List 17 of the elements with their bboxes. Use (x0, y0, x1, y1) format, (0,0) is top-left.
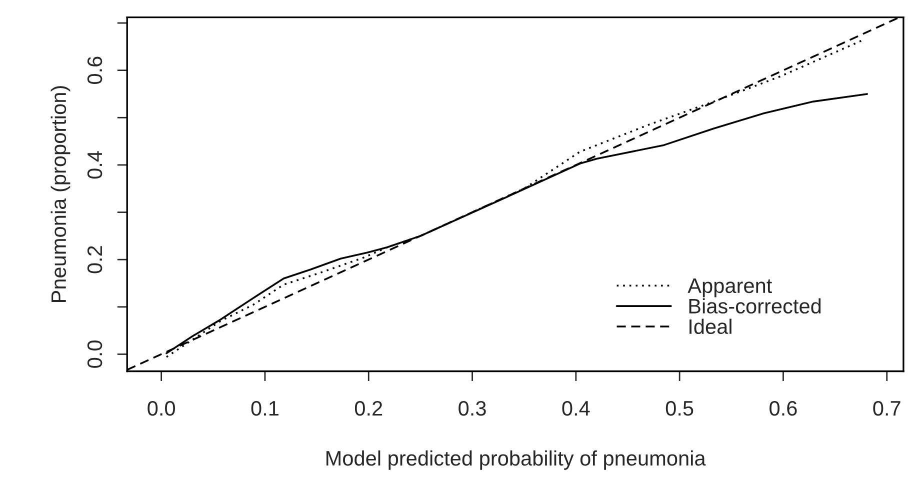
x-axis-title: Model predicted probability of pneumonia (326, 450, 706, 470)
x-tick-label: 0.6 (770, 400, 797, 416)
legend-label: Bias-corrected (689, 298, 821, 314)
y-tick-label: 0.4 (87, 151, 102, 179)
x-tick-label: 0.2 (354, 400, 382, 416)
x-tick-label: 0.7 (873, 400, 900, 416)
x-tick-label: 0.5 (666, 400, 694, 416)
legend-label: Apparent (688, 278, 772, 298)
y-tick-label: 0.6 (87, 56, 102, 84)
x-tick-label: 0.3 (458, 400, 486, 416)
x-tick-label: 0.4 (562, 400, 590, 416)
y-axis-title: Pneumonia (proportion) (50, 86, 70, 302)
y-tick-label: 0.0 (87, 340, 102, 368)
y-tick-label: 0.2 (87, 246, 102, 274)
x-tick-label: 0.0 (148, 400, 175, 416)
legend-label: Ideal (690, 318, 732, 334)
x-tick-label: 0.1 (251, 400, 278, 416)
